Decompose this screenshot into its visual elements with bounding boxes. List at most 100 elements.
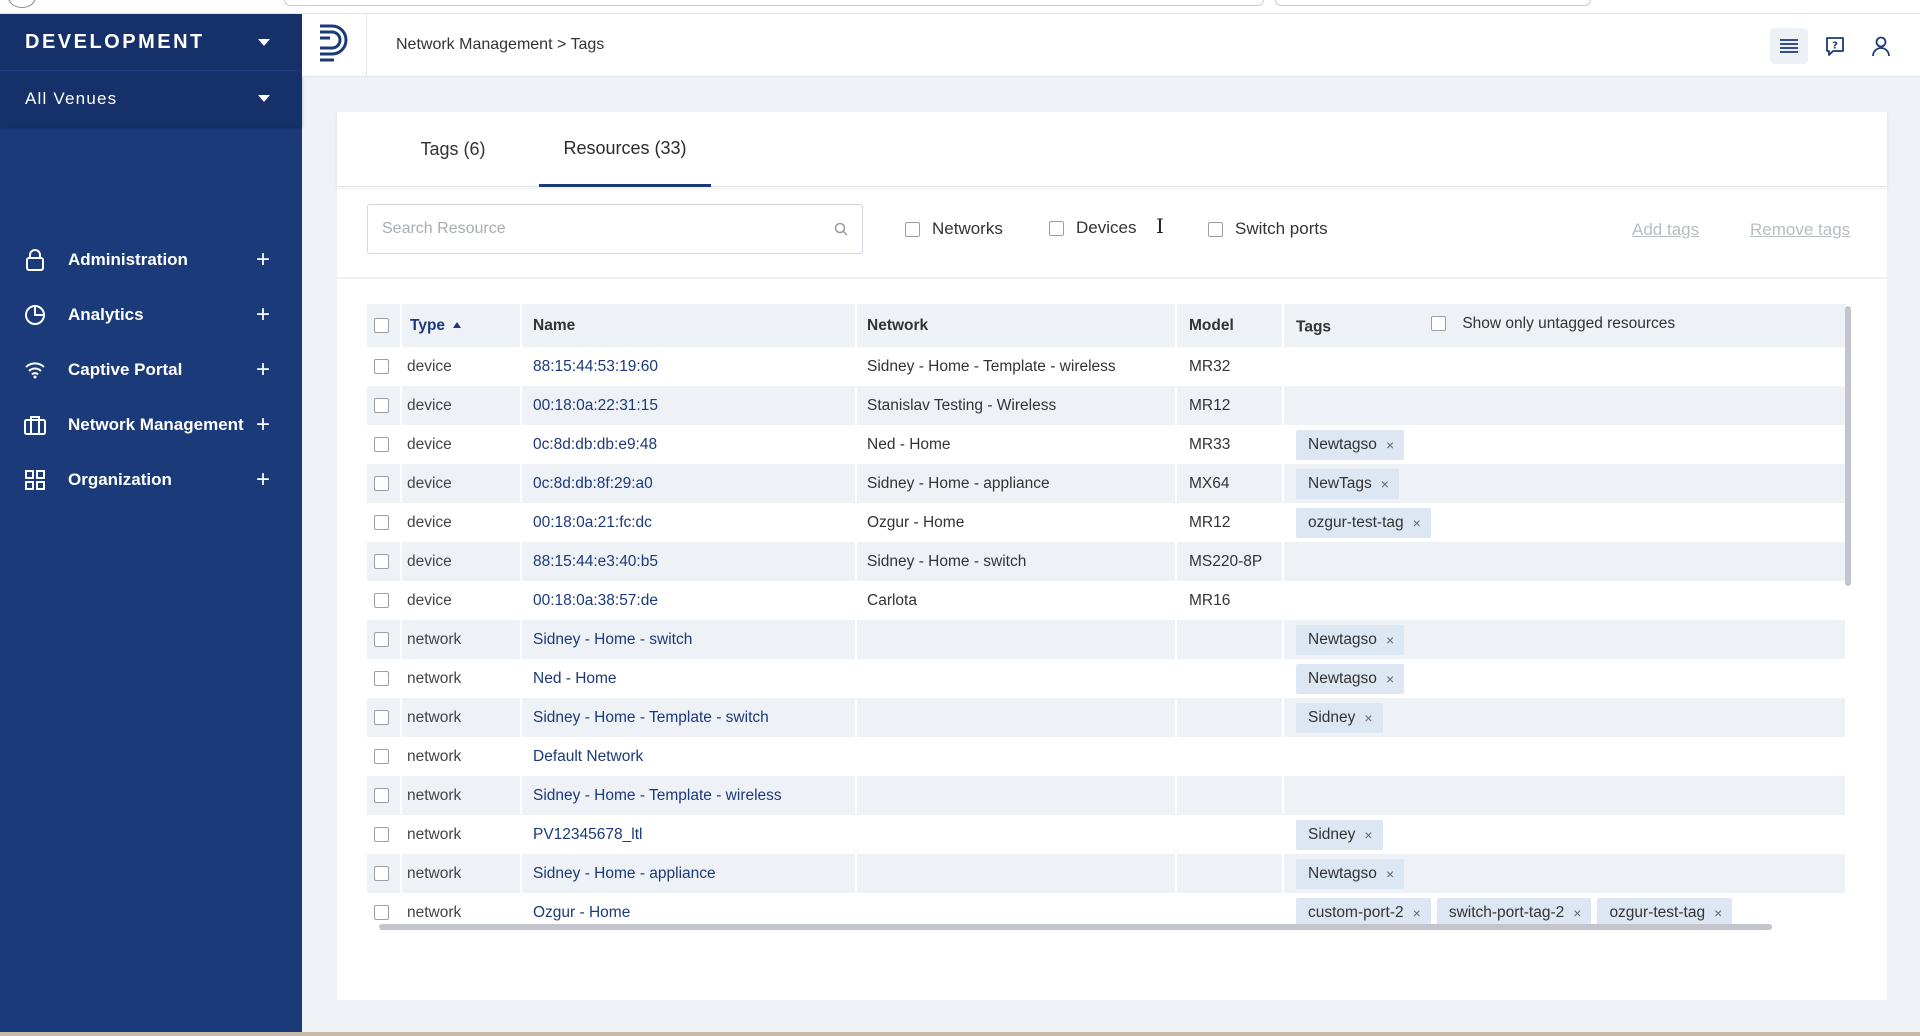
horizontal-scrollbar[interactable] <box>379 924 1772 930</box>
sidebar-item-analytics[interactable]: Analytics + <box>0 287 302 342</box>
resource-link[interactable]: 0c:8d:db:db:e9:48 <box>533 435 658 453</box>
browser-search-bar[interactable] <box>1275 0 1591 6</box>
expand-plus-icon[interactable]: + <box>255 300 270 328</box>
devices-filter[interactable]: Devices <box>1049 218 1136 238</box>
resource-link[interactable]: 00:18:0a:22:31:15 <box>533 396 658 414</box>
remove-tag-icon[interactable]: × <box>1385 865 1395 882</box>
tab-tags[interactable]: Tags (6) <box>420 139 486 159</box>
resource-link[interactable]: Sidney - Home - Template - switch <box>533 708 769 726</box>
table-row[interactable]: device 88:15:44:e3:40:b5 Sidney - Home - s… <box>367 542 1847 581</box>
tag-label: switch-port-tag-2 <box>1448 903 1565 921</box>
remove-tag-icon[interactable]: × <box>1714 904 1723 921</box>
expand-plus-icon[interactable]: + <box>255 245 270 273</box>
untagged-checkbox[interactable] <box>1431 316 1447 332</box>
menu-button[interactable] <box>1770 28 1808 64</box>
resource-link[interactable]: 0c:8d:db:8f:29:a0 <box>533 474 653 492</box>
sidebar-item-network-management[interactable]: Network Management + <box>0 397 302 452</box>
remove-tag-icon[interactable]: × <box>1412 514 1421 531</box>
table-row[interactable]: network Default Network <box>367 737 1847 776</box>
name-cell: 00:18:0a:21:fc:dc <box>522 503 857 542</box>
row-checkbox[interactable] <box>374 475 389 491</box>
network-column-header[interactable]: Network <box>857 304 1177 347</box>
remove-tag-icon[interactable]: × <box>1412 904 1421 921</box>
remove-tag-icon[interactable]: × <box>1385 670 1395 687</box>
resource-link[interactable]: Sidney - Home - switch <box>533 630 693 648</box>
venue-selector[interactable]: All Venues <box>0 70 302 126</box>
resource-link[interactable]: Default Network <box>533 747 644 765</box>
expand-plus-icon[interactable]: + <box>255 410 270 438</box>
add-tags-button[interactable]: Add tags <box>1632 220 1700 239</box>
row-checkbox[interactable] <box>374 826 389 842</box>
remove-tag-icon[interactable]: × <box>1385 631 1395 648</box>
table-row[interactable]: network PV12345678_ltl Sidney × <box>367 815 1847 854</box>
remove-tag-icon[interactable]: × <box>1385 436 1395 453</box>
table-row[interactable]: device 00:18:0a:22:31:15 Stanislav Testing… <box>367 386 1847 425</box>
resource-link[interactable]: 00:18:0a:21:fc:dc <box>533 513 652 531</box>
row-checkbox[interactable] <box>374 748 389 764</box>
tab-resources[interactable]: Resources (33) <box>539 112 711 187</box>
devices-checkbox[interactable] <box>1049 220 1064 236</box>
app-logo-icon[interactable] <box>316 22 354 66</box>
table-row[interactable]: network Sidney - Home - appliance Newtagso… <box>367 854 1847 893</box>
row-checkbox[interactable] <box>374 436 389 452</box>
switch-ports-checkbox[interactable] <box>1208 221 1223 237</box>
row-checkbox[interactable] <box>374 397 389 413</box>
table-row[interactable]: device 88:15:44:53:19:60 Sidney - Home - T… <box>367 347 1847 386</box>
browser-address-bar[interactable] <box>284 0 1264 6</box>
row-checkbox[interactable] <box>374 904 389 920</box>
table-row[interactable]: network Ozgur - Home custom-port-2 × switch-… <box>367 893 1847 932</box>
browser-button[interactable] <box>8 0 36 8</box>
remove-tag-icon[interactable]: × <box>1364 709 1373 726</box>
row-checkbox[interactable] <box>374 865 389 881</box>
model-cell <box>1177 620 1284 659</box>
row-checkbox[interactable] <box>374 631 389 647</box>
sidebar-item-captive-portal[interactable]: Captive Portal + <box>0 342 302 397</box>
resource-link[interactable]: Ned - Home <box>533 669 617 687</box>
search-icon[interactable] <box>834 222 848 236</box>
table-row[interactable]: network Sidney - Home - switch Newtagso × <box>367 620 1847 659</box>
row-checkbox[interactable] <box>374 358 389 374</box>
row-checkbox[interactable] <box>374 787 389 803</box>
remove-tags-button[interactable]: Remove tags <box>1750 220 1851 239</box>
vertical-scrollbar[interactable] <box>1845 306 1851 586</box>
row-checkbox[interactable] <box>374 709 389 725</box>
select-all-checkbox[interactable] <box>374 317 389 333</box>
row-checkbox[interactable] <box>374 670 389 686</box>
table-row[interactable]: network Sidney - Home - Template - wirele… <box>367 776 1847 815</box>
remove-tag-icon[interactable]: × <box>1364 826 1373 843</box>
table-row[interactable]: network Sidney - Home - Template - switch… <box>367 698 1847 737</box>
search-input[interactable] <box>382 220 834 238</box>
name-column-header[interactable]: Name <box>522 304 857 347</box>
switch-ports-filter[interactable]: Switch ports <box>1208 219 1328 239</box>
table-row[interactable]: device 00:18:0a:38:57:de Carlota MR16 <box>367 581 1847 620</box>
remove-tag-icon[interactable]: × <box>1380 475 1389 492</box>
resource-link[interactable]: 88:15:44:e3:40:b5 <box>533 552 658 570</box>
table-row[interactable]: network Ned - Home Newtagso × <box>367 659 1847 698</box>
model-column-header[interactable]: Model <box>1177 304 1284 347</box>
resource-link[interactable]: 88:15:44:53:19:60 <box>533 357 658 375</box>
untagged-filter[interactable]: Show only untagged resources <box>1431 315 1675 333</box>
resource-link[interactable]: PV12345678_ltl <box>533 825 643 843</box>
expand-plus-icon[interactable]: + <box>255 465 270 493</box>
resource-link[interactable]: Sidney - Home - Template - wireless <box>533 786 782 804</box>
table-row[interactable]: device 0c:8d:db:8f:29:a0 Sidney - Home - a… <box>367 464 1847 503</box>
sidebar-item-organization[interactable]: Organization + <box>0 452 302 507</box>
remove-tag-icon[interactable]: × <box>1573 904 1582 921</box>
resource-link[interactable]: Sidney - Home - appliance <box>533 864 716 882</box>
sidebar-item-administration[interactable]: Administration + <box>0 232 302 287</box>
row-checkbox[interactable] <box>374 514 389 530</box>
row-checkbox[interactable] <box>374 592 389 608</box>
type-header-label: Type <box>410 316 446 334</box>
user-button[interactable] <box>1862 28 1900 64</box>
table-row[interactable]: device 00:18:0a:21:fc:dc Ozgur - Home MR12 o… <box>367 503 1847 542</box>
resource-link[interactable]: 00:18:0a:38:57:de <box>533 591 658 609</box>
type-column-header[interactable]: Type <box>402 304 522 347</box>
resource-link[interactable]: Ozgur - Home <box>533 903 631 921</box>
table-row[interactable]: device 0c:8d:db:db:e9:48 Ned - Home MR33 New… <box>367 425 1847 464</box>
expand-plus-icon[interactable]: + <box>255 355 270 383</box>
networks-filter[interactable]: Networks <box>905 219 1003 239</box>
environment-selector[interactable]: DEVELOPMENT <box>0 14 302 70</box>
row-checkbox[interactable] <box>374 553 389 569</box>
networks-checkbox[interactable] <box>905 221 920 237</box>
help-button[interactable]: ? <box>1816 28 1854 64</box>
